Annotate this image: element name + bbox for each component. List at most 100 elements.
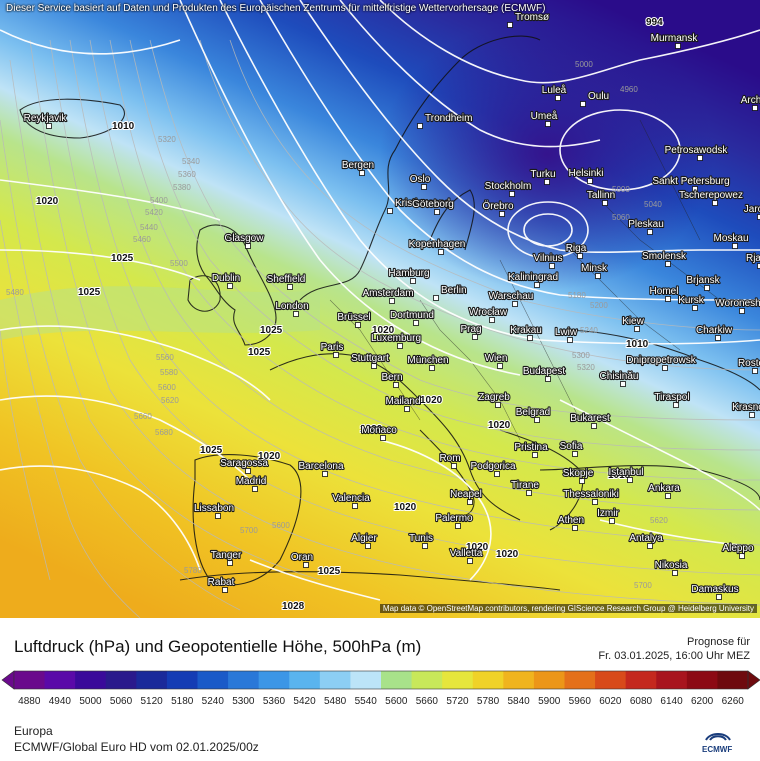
city-marker-dortmund <box>414 321 419 326</box>
city-label-istanbul: Istanbul <box>608 467 643 478</box>
city-marker-hamburg <box>411 279 416 284</box>
svg-text:1025: 1025 <box>318 566 341 577</box>
city-label-luxemburg: Luxemburg <box>371 333 421 344</box>
city-label-tanger: Tanger <box>211 550 242 561</box>
legend-tick-label: 4880 <box>18 696 41 707</box>
svg-text:1025: 1025 <box>260 325 283 336</box>
city-marker-monaco <box>381 436 386 441</box>
city-label-izmir: Izmir <box>597 508 619 519</box>
city-label-palermo: Palermo <box>435 513 473 524</box>
city-marker-izmir <box>610 519 615 524</box>
city-label-m-nchen: München <box>407 355 448 366</box>
city-label-oran: Oran <box>291 552 313 563</box>
legend-swatch <box>167 671 198 689</box>
legend-tick-label: 5420 <box>293 696 316 707</box>
city-marker-m-nchen <box>430 366 435 371</box>
legend-tick-label: 5000 <box>79 696 102 707</box>
city-marker-tiraspol <box>674 403 679 408</box>
city-marker-saragossa <box>246 469 251 474</box>
svg-text:5500: 5500 <box>170 259 188 268</box>
city-marker-helsinki <box>588 179 593 184</box>
model-run-label: ECMWF/Global Euro HD vom 02.01.2025/00z <box>14 740 259 754</box>
city-label-helsinki: Helsinki <box>568 168 603 179</box>
city-marker-istanbul <box>628 478 633 483</box>
city-marker-stockholm <box>510 192 515 197</box>
svg-text:1020: 1020 <box>496 549 519 560</box>
svg-text:1025: 1025 <box>78 287 101 298</box>
svg-text:5680: 5680 <box>155 428 173 437</box>
city-label-algier: Algier <box>351 533 377 544</box>
city-marker-sofia <box>573 452 578 457</box>
city-marker-rosto <box>753 369 758 374</box>
legend-tick-label: 5960 <box>569 696 592 707</box>
city-marker-tscherepowez <box>713 201 718 206</box>
svg-text:5560: 5560 <box>156 353 174 362</box>
city-label-kursk: Kursk <box>678 295 705 306</box>
city-label-smolensk: Smolensk <box>642 251 687 262</box>
ecmwf-logo: ECMWF <box>698 728 738 756</box>
legend-min-arrow <box>2 671 14 689</box>
city-marker-madrid <box>253 487 258 492</box>
svg-text:4960: 4960 <box>620 85 638 94</box>
city-label-antalya: Antalya <box>629 533 663 544</box>
svg-text:5780: 5780 <box>184 566 202 575</box>
city-label-budapest: Budapest <box>523 366 565 377</box>
city-label-turku: Turku <box>530 169 555 180</box>
city-label-charkiw: Charkiw <box>696 325 733 336</box>
legend-swatch <box>136 671 167 689</box>
city-label-rosto: Rosto <box>738 358 760 369</box>
city-label-monaco: Monaco <box>361 425 397 436</box>
legend-tick-label: 6080 <box>630 696 653 707</box>
city-marker-belgrad <box>535 418 540 423</box>
city-marker-berlin <box>434 296 439 301</box>
svg-text:5480: 5480 <box>6 288 24 297</box>
city-label-petrosawodsk: Petrosawodsk <box>665 145 729 156</box>
svg-text:1025: 1025 <box>200 445 223 456</box>
legend-tick-label: 5900 <box>538 696 561 707</box>
svg-text:1010: 1010 <box>112 121 135 132</box>
city-marker-budapest <box>546 377 551 382</box>
legend-swatch <box>381 671 412 689</box>
svg-text:5600: 5600 <box>158 383 176 392</box>
city-marker-krakau <box>528 336 533 341</box>
city-marker-arch <box>753 106 758 111</box>
legend-tick-label: 6200 <box>691 696 714 707</box>
city-marker-pleskau <box>648 230 653 235</box>
city-marker-oran <box>304 563 309 568</box>
city-label-vilnius: Vilnius <box>533 253 562 264</box>
legend-swatch <box>687 671 718 689</box>
legend-swatch <box>503 671 534 689</box>
city-marker-rom <box>452 464 457 469</box>
map-attribution[interactable]: Map data © OpenStreetMap contributors, r… <box>380 604 757 613</box>
legend-tick-label: 4940 <box>49 696 72 707</box>
svg-text:5700: 5700 <box>240 526 258 535</box>
city-label-murmansk: Murmansk <box>651 33 699 44</box>
city-marker-kristiansand <box>388 209 393 214</box>
city-label-skopje: Skopje <box>563 468 594 479</box>
legend-tick-label: 5720 <box>446 696 469 707</box>
svg-text:5000: 5000 <box>575 60 593 69</box>
city-marker-ume- <box>546 122 551 127</box>
city-label-lule-: Luleå <box>542 84 567 96</box>
city-marker-krasno <box>750 413 755 418</box>
weather-map: 994 1020 1025 1025 1025 1020 1025 1020 1… <box>0 0 760 618</box>
city-marker-stuttgart <box>372 364 377 369</box>
legend-tick-label: 5840 <box>508 696 531 707</box>
city-label-mailand: Mailand <box>385 396 420 407</box>
svg-text:5660: 5660 <box>134 412 152 421</box>
city-label-br-ssel: Brüssel <box>337 312 370 323</box>
legend-swatch <box>473 671 504 689</box>
legend-swatch <box>228 671 259 689</box>
city-label-jaros: Jaros <box>744 204 760 215</box>
city-marker-smolensk <box>666 262 671 267</box>
city-label-tunis: Tunis <box>409 533 433 544</box>
city-marker-luxemburg <box>398 344 403 349</box>
city-label-kiew: Kiew <box>622 316 644 327</box>
svg-text:5580: 5580 <box>160 368 178 377</box>
city-label--rebro: Örebro <box>482 200 514 212</box>
svg-text:5180: 5180 <box>568 291 586 300</box>
city-label-g-teborg: Göteborg <box>412 199 454 210</box>
city-label-reykjavik: Reykjavik <box>24 113 68 124</box>
city-marker-thessaloniki <box>593 500 598 505</box>
city-label-brjansk: Brjansk <box>686 275 720 286</box>
